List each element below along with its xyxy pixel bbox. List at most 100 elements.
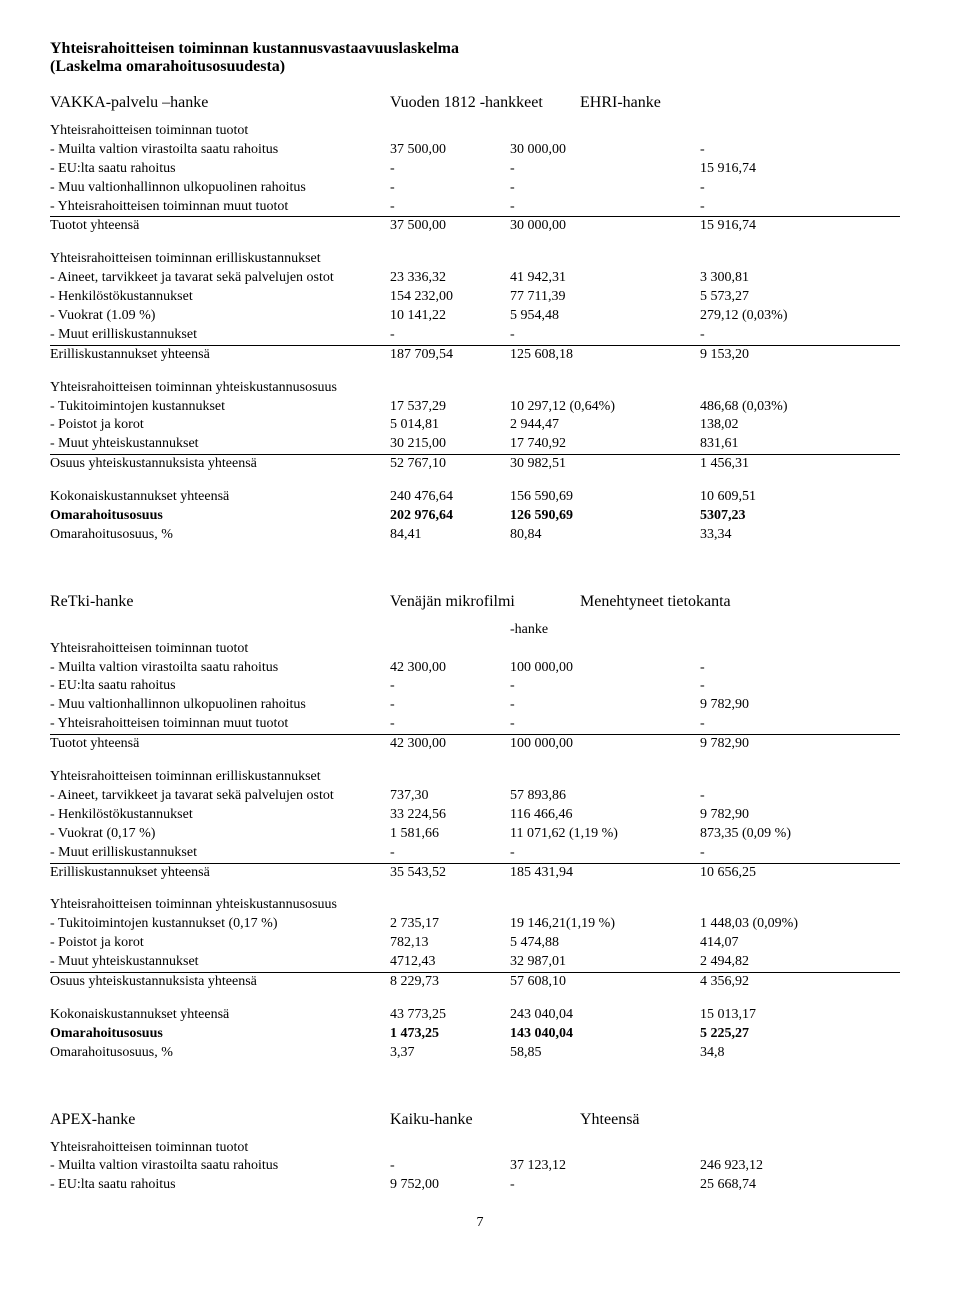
row-col1: 240 476,64 (390, 488, 510, 507)
row-col3: 138,02 (700, 416, 900, 435)
data-row: - Tukitoimintojen kustannukset (0,17 %) … (50, 915, 910, 934)
row-col3: - (700, 844, 900, 864)
data-row: - Aineet, tarvikkeet ja tavarat sekä pal… (50, 787, 910, 806)
header-col2: Venäjän mikrofilmi (390, 593, 580, 611)
row-col1: - (390, 160, 510, 179)
group-title: Yhteisrahoitteisen toiminnan tuotot (50, 1139, 910, 1158)
data-row: - Muut yhteiskustannukset 4712,43 32 987… (50, 953, 910, 973)
row-col2: 11 071,62 (1,19 %) (510, 825, 700, 844)
row-col3: 10 609,51 (700, 488, 900, 507)
row-col1: 23 336,32 (390, 269, 510, 288)
row-col1: 1 581,66 (390, 825, 510, 844)
data-row: Erilliskustannukset yhteensä 187 709,54 … (50, 346, 910, 365)
group-title: Yhteisrahoitteisen toiminnan erilliskust… (50, 768, 910, 787)
data-row: Omarahoitusosuus 1 473,25 143 040,04 5 2… (50, 1025, 910, 1044)
data-row: Omarahoitusosuus, % 84,41 80,84 33,34 (50, 526, 910, 545)
data-row: - Muut yhteiskustannukset 30 215,00 17 7… (50, 435, 910, 455)
row-col2: 77 711,39 (510, 288, 700, 307)
row-col2: 80,84 (510, 526, 700, 545)
row-col2: 32 987,01 (510, 953, 700, 973)
data-row: Osuus yhteiskustannuksista yhteensä 52 7… (50, 455, 910, 474)
row-label: - EU:lta saatu rahoitus (50, 677, 390, 696)
header-col1: APEX-hanke (50, 1111, 390, 1129)
row-col3: 15 916,74 (700, 217, 900, 236)
data-row: - Poistot ja korot 782,13 5 474,88 414,0… (50, 934, 910, 953)
row-col2: - (510, 677, 700, 696)
header-col2-sub: -hanke (510, 621, 700, 640)
row-col3: - (700, 198, 900, 218)
data-row: - Yhteisrahoitteisen toiminnan muut tuot… (50, 715, 910, 735)
data-row: Osuus yhteiskustannuksista yhteensä 8 22… (50, 973, 910, 992)
row-col2: 116 466,46 (510, 806, 700, 825)
row-label: - Poistot ja korot (50, 934, 390, 953)
row-label: - Muu valtionhallinnon ulkopuolinen raho… (50, 179, 390, 198)
row-label: Erilliskustannukset yhteensä (50, 864, 390, 883)
data-row: - Vuokrat (0,17 %) 1 581,66 11 071,62 (1… (50, 825, 910, 844)
row-col1: 84,41 (390, 526, 510, 545)
row-col1: 42 300,00 (390, 659, 510, 678)
row-col1: 17 537,29 (390, 398, 510, 417)
row-col3: 4 356,92 (700, 973, 900, 992)
row-col1: - (390, 677, 510, 696)
row-col1: 9 752,00 (390, 1176, 510, 1195)
data-row: - EU:lta saatu rahoitus - - 15 916,74 (50, 160, 910, 179)
group-title: Yhteisrahoitteisen toiminnan yhteiskusta… (50, 379, 910, 398)
row-col1: - (390, 696, 510, 715)
row-col2: 100 000,00 (510, 659, 700, 678)
data-row: - Tukitoimintojen kustannukset 17 537,29… (50, 398, 910, 417)
row-col2: 30 000,00 (510, 217, 700, 236)
row-col2: 10 297,12 (0,64%) (510, 398, 700, 417)
row-col1: 5 014,81 (390, 416, 510, 435)
row-col3: - (700, 326, 900, 346)
row-col2: - (510, 1176, 700, 1195)
data-row: - EU:lta saatu rahoitus 9 752,00 - 25 66… (50, 1176, 910, 1195)
row-col2: 243 040,04 (510, 1006, 700, 1025)
row-col3: - (700, 141, 900, 160)
row-col1: 33 224,56 (390, 806, 510, 825)
row-col1: - (390, 198, 510, 218)
row-col2: - (510, 715, 700, 735)
row-col1: 8 229,73 (390, 973, 510, 992)
data-row: - Muilta valtion virastoilta saatu rahoi… (50, 1157, 910, 1176)
group-title: Yhteisrahoitteisen toiminnan erilliskust… (50, 250, 910, 269)
row-label: - Muut erilliskustannukset (50, 326, 390, 346)
row-col2: - (510, 326, 700, 346)
row-col1: 37 500,00 (390, 217, 510, 236)
data-row: - Henkilöstökustannukset 33 224,56 116 4… (50, 806, 910, 825)
data-row: - Muilta valtion virastoilta saatu rahoi… (50, 659, 910, 678)
data-row: - Muu valtionhallinnon ulkopuolinen raho… (50, 179, 910, 198)
row-col2: 57 608,10 (510, 973, 700, 992)
data-row: - Yhteisrahoitteisen toiminnan muut tuot… (50, 198, 910, 218)
row-label: - Henkilöstökustannukset (50, 288, 390, 307)
row-label: - EU:lta saatu rahoitus (50, 1176, 390, 1195)
row-col3: 486,68 (0,03%) (700, 398, 900, 417)
row-col1: 1 473,25 (390, 1025, 510, 1044)
data-row: - Muilta valtion virastoilta saatu rahoi… (50, 141, 910, 160)
row-col3: - (700, 179, 900, 198)
row-col1: - (390, 1157, 510, 1176)
section-header: ReTki-hanke Venäjän mikrofilmi Menehtyne… (50, 593, 910, 611)
row-col2: 185 431,94 (510, 864, 700, 883)
row-col3: 5 573,27 (700, 288, 900, 307)
page-number: 7 (50, 1215, 910, 1231)
row-col2: 5 954,48 (510, 307, 700, 326)
row-label: - Aineet, tarvikkeet ja tavarat sekä pal… (50, 269, 390, 288)
row-col2: 37 123,12 (510, 1157, 700, 1176)
row-col1: 2 735,17 (390, 915, 510, 934)
row-col3: 2 494,82 (700, 953, 900, 973)
row-col3: - (700, 787, 900, 806)
row-col1: 35 543,52 (390, 864, 510, 883)
data-row: Tuotot yhteensä 42 300,00 100 000,00 9 7… (50, 735, 910, 754)
row-col3: 873,35 (0,09 %) (700, 825, 900, 844)
row-col3: 414,07 (700, 934, 900, 953)
row-col3: 25 668,74 (700, 1176, 900, 1195)
row-col2: 17 740,92 (510, 435, 700, 455)
row-col3: 34,8 (700, 1044, 900, 1063)
row-col3: 15 916,74 (700, 160, 900, 179)
row-label: - Aineet, tarvikkeet ja tavarat sekä pal… (50, 787, 390, 806)
row-col3: 279,12 (0,03%) (700, 307, 900, 326)
row-col2: 57 893,86 (510, 787, 700, 806)
row-col3: 9 782,90 (700, 735, 900, 754)
row-col3: 15 013,17 (700, 1006, 900, 1025)
row-col2: 30 982,51 (510, 455, 700, 474)
